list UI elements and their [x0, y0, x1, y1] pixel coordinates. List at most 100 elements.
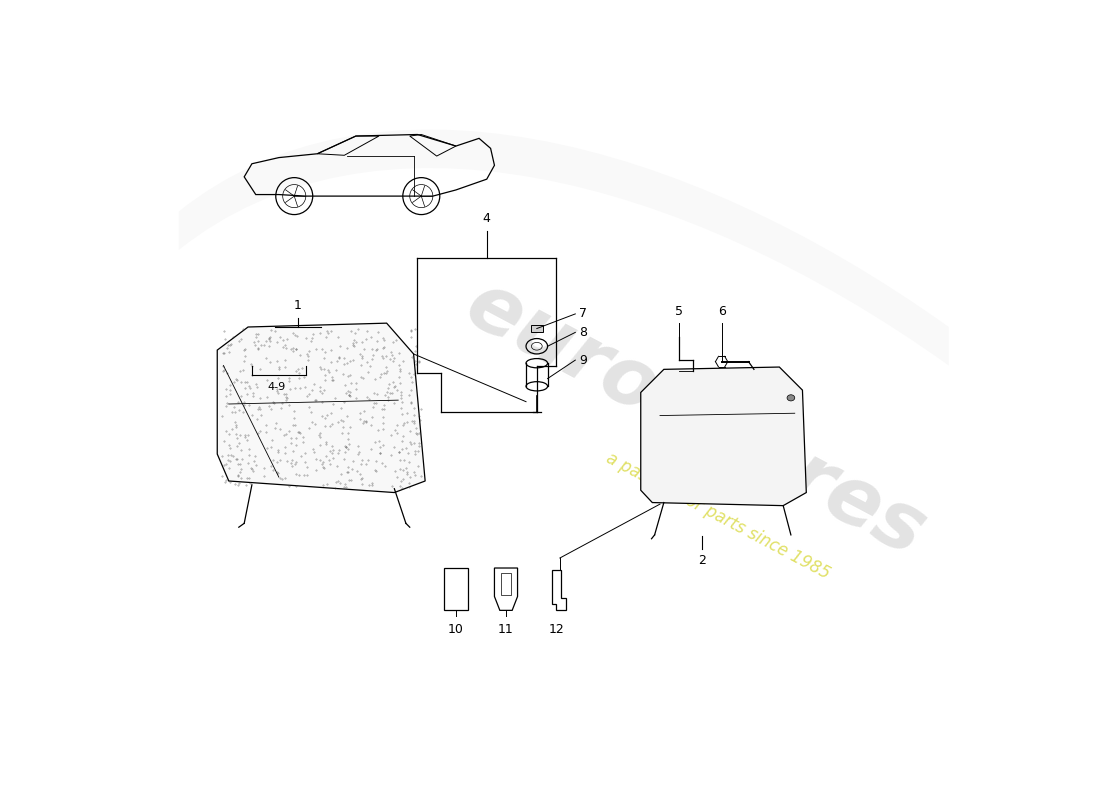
Point — [328, 354, 345, 367]
Point — [316, 419, 333, 432]
Point — [410, 410, 428, 422]
Point — [290, 349, 308, 362]
Point — [236, 430, 254, 443]
Point — [339, 426, 356, 439]
Point — [276, 440, 294, 453]
Point — [346, 336, 364, 349]
Point — [331, 477, 349, 490]
Point — [352, 458, 370, 470]
Point — [220, 454, 238, 466]
Point — [273, 402, 290, 414]
Point — [290, 371, 308, 384]
Text: 10: 10 — [448, 623, 464, 637]
Point — [231, 404, 249, 417]
Point — [257, 426, 275, 438]
Point — [352, 359, 370, 372]
Point — [370, 423, 387, 436]
Point — [406, 447, 424, 460]
Point — [268, 466, 286, 478]
Point — [293, 450, 310, 462]
Point — [221, 475, 239, 488]
Point — [339, 384, 356, 397]
Point — [277, 427, 295, 440]
Point — [262, 441, 279, 454]
Point — [239, 457, 256, 470]
Point — [218, 390, 235, 402]
Point — [271, 330, 288, 343]
Point — [246, 450, 264, 462]
Point — [235, 350, 253, 362]
Point — [306, 378, 323, 390]
Point — [379, 394, 397, 406]
Point — [348, 465, 365, 478]
Point — [366, 435, 384, 448]
Point — [410, 440, 428, 453]
Point — [287, 438, 305, 451]
Point — [288, 468, 306, 481]
Point — [258, 374, 276, 386]
Point — [230, 469, 248, 482]
Point — [404, 376, 421, 389]
Point — [377, 361, 395, 374]
Point — [365, 387, 383, 400]
Point — [258, 442, 276, 454]
Point — [213, 410, 231, 423]
Point — [271, 454, 288, 466]
Point — [287, 342, 305, 355]
Point — [320, 363, 338, 376]
Point — [396, 454, 414, 466]
Point — [287, 364, 305, 377]
Point — [336, 481, 353, 494]
Point — [400, 456, 418, 469]
Point — [331, 443, 349, 456]
Point — [407, 422, 425, 434]
Point — [312, 410, 330, 422]
Text: 9: 9 — [580, 354, 587, 366]
Point — [223, 406, 241, 418]
Point — [346, 383, 364, 396]
Point — [366, 464, 384, 477]
Point — [287, 455, 305, 468]
Point — [239, 387, 256, 400]
Point — [240, 429, 257, 442]
Point — [363, 330, 381, 343]
Text: a passion for parts since 1985: a passion for parts since 1985 — [603, 449, 833, 582]
Point — [358, 333, 375, 346]
Point — [268, 382, 286, 395]
Point — [339, 356, 356, 369]
Point — [227, 418, 244, 431]
Point — [375, 398, 393, 411]
Point — [408, 339, 426, 352]
Point — [388, 427, 406, 440]
Point — [286, 382, 304, 395]
Point — [277, 391, 295, 404]
Point — [367, 388, 385, 401]
Point — [320, 327, 338, 340]
Point — [341, 390, 359, 402]
Point — [289, 426, 307, 438]
Point — [298, 460, 316, 473]
Point — [337, 441, 354, 454]
Point — [235, 354, 253, 367]
Point — [337, 378, 354, 391]
Point — [394, 482, 411, 494]
Point — [403, 397, 420, 410]
Point — [409, 445, 427, 458]
Point — [403, 323, 420, 336]
Point — [383, 348, 400, 361]
Point — [344, 354, 362, 366]
Point — [243, 463, 261, 476]
Point — [386, 396, 404, 409]
Point — [365, 397, 383, 410]
Point — [275, 334, 293, 346]
Point — [334, 368, 352, 381]
Point — [384, 335, 402, 348]
Point — [334, 453, 352, 466]
Point — [374, 422, 392, 435]
Point — [400, 388, 418, 401]
Point — [255, 470, 273, 482]
Point — [364, 353, 382, 366]
Point — [250, 400, 267, 413]
Point — [277, 342, 295, 354]
Point — [261, 335, 278, 348]
